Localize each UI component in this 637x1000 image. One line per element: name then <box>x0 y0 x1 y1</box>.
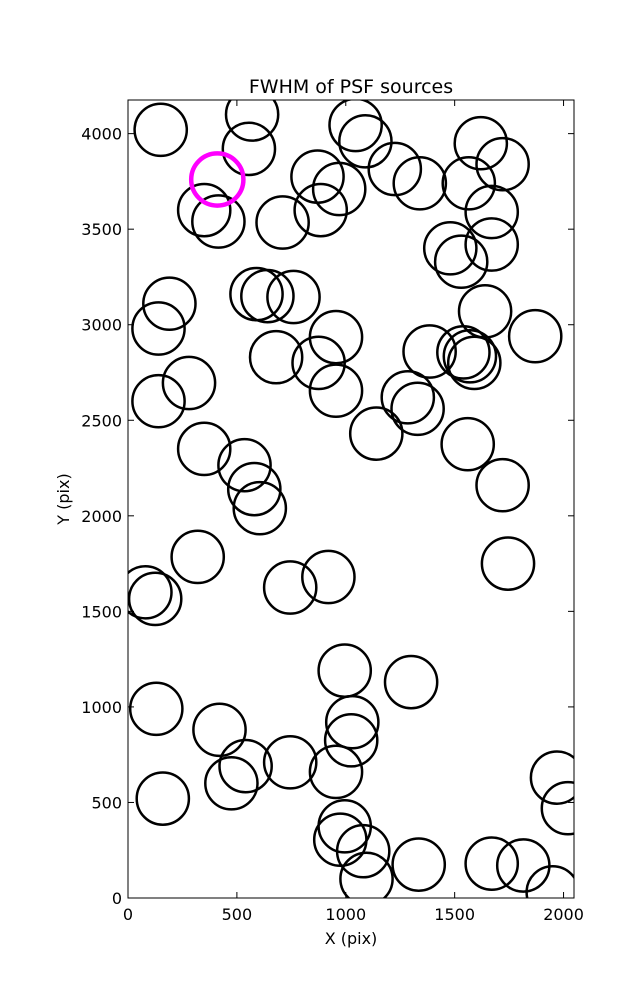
psf-source-circle <box>221 121 277 177</box>
psf-source-circle <box>328 100 383 153</box>
y-axis-label: Y (pix) <box>54 473 73 525</box>
psf-source-circle <box>192 702 247 758</box>
psf-source-circle <box>475 136 530 192</box>
x-axis-ticks: 0 500 1000 1500 2000 <box>123 100 584 924</box>
psf-source-circle <box>262 560 318 615</box>
x-tick-label: 2000 <box>543 905 584 924</box>
psf-source-circle <box>446 335 502 391</box>
y-tick-label: 3500 <box>81 220 122 239</box>
psf-source-circle <box>323 712 379 768</box>
psf-source-circle <box>433 234 489 290</box>
psf-source-circle <box>390 381 445 437</box>
y-tick-label: 500 <box>91 793 122 812</box>
psf-source-circle <box>131 373 186 429</box>
chart-title: FWHM of PSF sources <box>249 76 453 98</box>
psf-source-circle <box>204 755 259 811</box>
psf-source-circle <box>464 184 520 240</box>
psf-source-circle <box>176 182 232 238</box>
y-tick-label: 2500 <box>81 411 122 430</box>
psf-source-circle <box>142 276 197 332</box>
psf-source-circle <box>338 113 393 169</box>
psf-source-circle <box>440 416 496 472</box>
x-tick-label: 0 <box>123 905 133 924</box>
psf-source-circle <box>240 268 295 324</box>
x-tick-label: 500 <box>222 905 253 924</box>
psf-source-circle <box>255 195 310 250</box>
psf-source-circle <box>248 329 304 385</box>
marker-layer <box>128 100 574 898</box>
psf-source-circle <box>367 141 423 197</box>
y-axis-ticks: 0 500 1000 1500 2000 2500 3000 3500 4000 <box>81 125 574 908</box>
plot-frame <box>127 99 575 899</box>
psf-source-circle <box>324 694 380 750</box>
psf-source-circle <box>436 325 491 380</box>
psf-source-circle <box>131 301 186 356</box>
y-tick-label: 2000 <box>81 507 122 526</box>
psf-source-circle <box>540 780 574 836</box>
psf-source-circle <box>529 750 574 805</box>
psf-source-circle <box>262 734 318 790</box>
psf-source-circle <box>311 161 367 217</box>
psf-source-circle <box>464 836 520 891</box>
psf-source-circle <box>453 115 509 171</box>
psf-source-circle <box>266 269 321 325</box>
psf-source-circle <box>380 369 436 425</box>
plot-area <box>128 100 574 898</box>
psf-source-circle <box>442 328 498 384</box>
psf-source-circle <box>308 744 364 800</box>
psf-source-circle <box>291 335 346 391</box>
psf-source-circle <box>335 823 391 879</box>
psf-source-circle <box>226 461 282 517</box>
psf-source-circle <box>128 681 184 737</box>
psf-source-circle <box>525 864 574 898</box>
psf-source-circle <box>176 421 232 477</box>
x-axis-label: X (pix) <box>325 929 378 948</box>
y-tick-label: 3000 <box>81 316 122 335</box>
psf-source-circle <box>133 102 189 158</box>
psf-source-circle <box>232 480 288 536</box>
psf-source-circle <box>128 571 183 627</box>
psf-source-circle <box>301 549 356 605</box>
y-tick-label: 1000 <box>81 698 122 717</box>
highlighted-source-circle <box>188 151 246 208</box>
psf-source-circle <box>135 771 191 826</box>
psf-source-circle <box>293 182 349 238</box>
psf-source-circle <box>383 654 439 710</box>
psf-source-circle <box>224 100 280 142</box>
psf-source-circle <box>464 217 520 272</box>
x-tick-label: 1000 <box>325 905 366 924</box>
psf-source-circle <box>391 837 447 892</box>
y-tick-label: 4000 <box>81 125 122 144</box>
psf-source-circle <box>507 308 563 364</box>
psf-source-circle <box>475 457 530 513</box>
psf-source-circle <box>348 406 404 461</box>
psf-source-circle <box>308 363 364 419</box>
y-tick-label: 1500 <box>81 602 122 621</box>
psf-source-circle <box>339 851 394 898</box>
psf-source-circle <box>128 564 173 620</box>
psf-source-circle <box>217 437 272 493</box>
psf-source-circle <box>170 529 226 585</box>
psf-source-circle <box>392 155 448 211</box>
psf-source-circle <box>161 355 217 411</box>
psf-source-circle <box>218 738 273 794</box>
psf-source-circle <box>480 536 536 591</box>
psf-source-circle <box>191 194 246 249</box>
psf-source-circle <box>441 155 497 211</box>
x-tick-label: 1500 <box>434 905 475 924</box>
psf-source-circle <box>422 220 478 276</box>
y-tick-label: 0 <box>112 889 122 908</box>
psf-source-circle <box>402 324 457 379</box>
